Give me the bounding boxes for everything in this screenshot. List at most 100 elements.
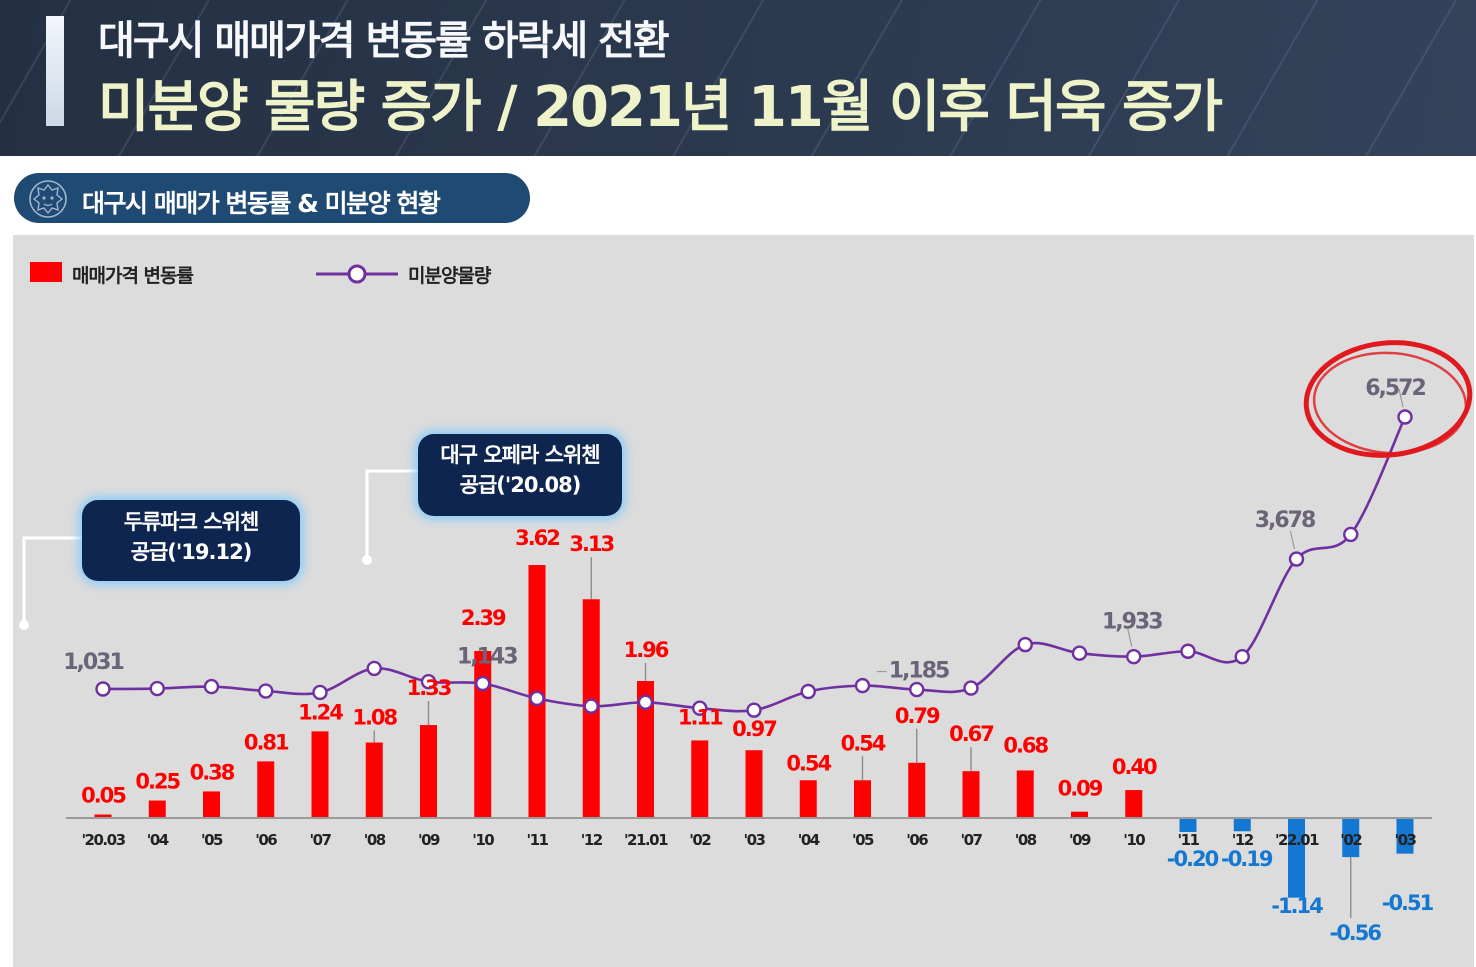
bar-19 (1125, 790, 1143, 818)
line-point-20 (1180, 643, 1196, 659)
bar-2 (203, 791, 220, 818)
bar-label-3: 0.81 (244, 730, 289, 754)
x-tick-3: '06 (255, 831, 277, 849)
line-point-16 (963, 680, 979, 696)
bar-14 (854, 780, 871, 818)
bar-24 (1396, 818, 1414, 854)
bar-label-14: 0.54 (841, 731, 886, 755)
bar-label-17: 0.68 (1003, 733, 1048, 757)
callout-durupark-line2: 공급('19.12) (130, 540, 253, 564)
bar-label-0: 0.05 (81, 784, 126, 808)
legend-bar-swatch (30, 262, 62, 282)
x-tick-20: '11 (1178, 831, 1200, 849)
x-tick-24: '03 (1395, 831, 1417, 849)
callout-durupark-line1: 두류파크 스위첸 (123, 510, 260, 534)
bar-7 (474, 650, 492, 818)
legend-bar-label: 매매가격 변동률 (72, 265, 194, 287)
line-label-0: 1,031 (63, 650, 123, 675)
bar-label-1: 0.25 (135, 770, 180, 794)
lion-emblem-icon (29, 180, 67, 218)
line-point-10 (637, 694, 654, 711)
bar-1 (148, 800, 166, 818)
highlight-ring-inner (1312, 351, 1468, 455)
section-title: 대구시 매매가 변동률 & 미분양 현황 (82, 189, 441, 218)
line-label-22: 3,678 (1255, 508, 1315, 533)
x-tick-18: '09 (1069, 831, 1091, 849)
x-tick-12: '03 (744, 831, 766, 849)
x-tick-17: '08 (1015, 831, 1037, 849)
x-tick-15: '06 (906, 831, 928, 849)
x-tick-8: '11 (527, 831, 549, 849)
line-label-leader-22 (1289, 530, 1296, 550)
bar-21 (1233, 818, 1251, 832)
bar-label-13: 0.54 (786, 751, 831, 775)
line-series (95, 409, 1413, 718)
x-tick-7: '10 (472, 831, 494, 849)
section-title-pill (14, 173, 530, 223)
x-tick-0: '20.03 (81, 831, 125, 849)
line-point-19 (1126, 648, 1142, 665)
chart-panel (13, 235, 1474, 967)
bar-4 (311, 731, 329, 818)
bar-10 (637, 681, 654, 818)
line-point-21 (1234, 648, 1250, 665)
bar-17 (1016, 770, 1034, 818)
line-point-9 (583, 698, 599, 714)
bar-label-21: -0.19 (1221, 847, 1273, 871)
x-tick-6: '09 (418, 831, 440, 849)
page-title-line2: 미분양 물량 증가 / 2021년 11월 이후 더욱 증가 (98, 75, 1223, 140)
bar-label-4: 1.24 (298, 700, 343, 724)
legend-line-swatch (316, 264, 398, 284)
line-label-24: 6,572 (1365, 376, 1425, 401)
line-point-3 (258, 683, 274, 699)
callout-opera-line1: 대구 오페라 스위첸 (440, 443, 600, 467)
line-point-2 (203, 678, 220, 695)
x-axis-ticks: '20.03 '04 '05 '06 '07 '08 '09 '10 '11 '12 '21.01 '… (81, 831, 1418, 849)
bar-23 (1342, 818, 1360, 858)
bar-11 (691, 740, 709, 818)
bar-label-23: -0.56 (1329, 921, 1381, 945)
line-label-19: 1,933 (1102, 610, 1162, 635)
bar-12 (745, 750, 763, 818)
bar-label-5: 1.08 (352, 706, 397, 730)
x-tick-5: '08 (364, 831, 386, 849)
bar-3 (257, 761, 275, 818)
callout-connectors (19, 469, 418, 630)
bar-label-11: 1.11 (678, 705, 723, 729)
callout-durupark: 두류파크 스위첸 공급('19.12) (82, 500, 300, 581)
page-header (0, 0, 1476, 156)
x-tick-10: '21.01 (624, 831, 668, 849)
line-point-15 (909, 681, 925, 698)
line-point-23 (1343, 526, 1359, 543)
line-label-leader-19 (1127, 628, 1133, 647)
line-point-11 (692, 700, 708, 716)
bar-data-labels: 0.05 0.25 0.38 0.81 1.24 1.08 1.33 2.39 3.62 3.13… (81, 526, 1436, 945)
callout-opera-line2: 공급('20.08) (459, 473, 582, 497)
callout-opera: 대구 오페라 스위첸 공급('20.08) (418, 434, 622, 516)
bar-label-24: -0.51 (1382, 891, 1434, 915)
line-point-4 (312, 684, 328, 701)
bar-18 (1071, 811, 1088, 818)
line-data-labels: 1,031 1,143 1,185 1,933 3,678 6,572 (63, 376, 1427, 684)
bar-13 (799, 780, 817, 818)
line-point-14 (854, 677, 871, 694)
x-tick-16: '07 (961, 831, 983, 849)
bar-16 (962, 771, 980, 818)
line-point-8 (529, 690, 545, 707)
bar-label-6: 1.33 (407, 676, 451, 700)
x-tick-21: '12 (1232, 831, 1254, 849)
line-point-7 (475, 675, 491, 692)
line-point-5 (366, 660, 382, 677)
line-label-15: 1,185 (889, 659, 949, 684)
x-tick-13: '04 (798, 831, 820, 849)
line-point-18 (1071, 645, 1088, 661)
highlight-ring (1303, 340, 1473, 458)
bar-label-15: 0.79 (895, 704, 940, 728)
line-label-leader-24 (1398, 388, 1404, 408)
bar-label-16: 0.67 (949, 722, 993, 746)
line-point-17 (1017, 636, 1033, 653)
title-accent-bar (46, 16, 64, 126)
bar-label-20: -0.20 (1167, 847, 1219, 871)
x-tick-11: '02 (689, 831, 711, 849)
